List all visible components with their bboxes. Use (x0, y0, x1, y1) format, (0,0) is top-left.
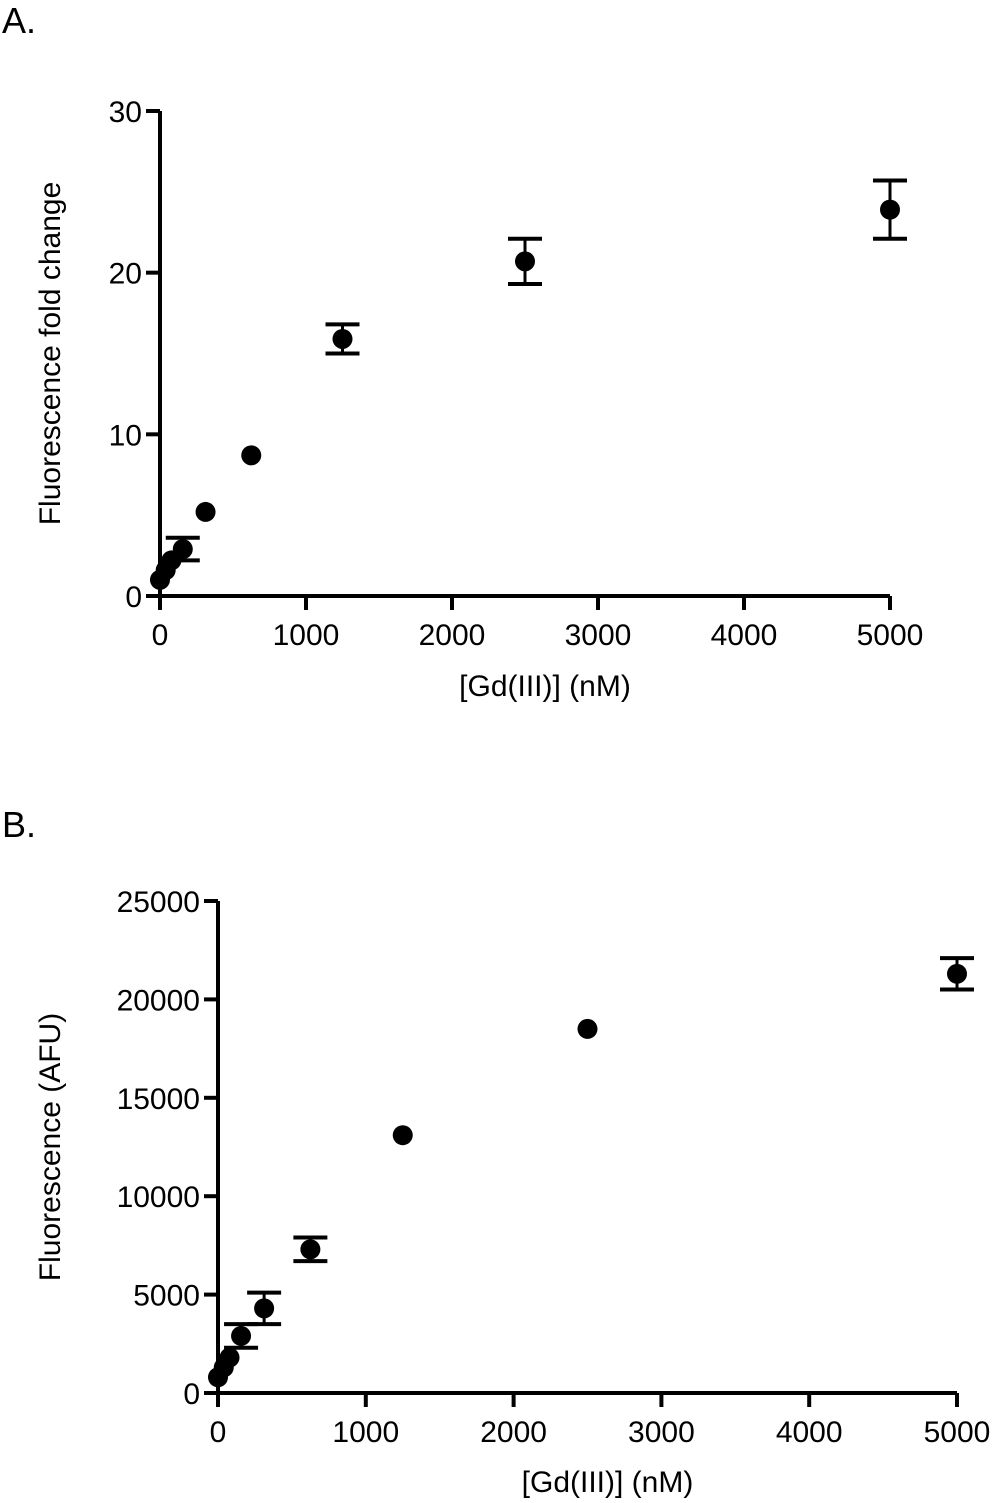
y-tick-label: 25000 (117, 886, 200, 919)
data-point (254, 1298, 275, 1319)
panel-a-label: A. (2, 0, 37, 41)
data-point (577, 1018, 598, 1039)
y-axis-title: Fluorescence (AFU) (34, 1013, 67, 1281)
y-tick-label: 15000 (117, 1083, 200, 1116)
data-point (392, 1125, 413, 1146)
y-tick-label: 30 (109, 96, 142, 129)
y-tick-label: 10000 (117, 1181, 200, 1214)
data-point (172, 539, 193, 560)
x-axis-title: [Gd(III)] (nM) (522, 1466, 694, 1499)
data-point (880, 199, 900, 220)
x-tick-label: 3000 (565, 619, 632, 652)
x-tick-label: 5000 (924, 1416, 991, 1449)
x-tick-label: 3000 (628, 1416, 695, 1449)
y-tick-label: 0 (183, 1378, 200, 1411)
data-point (515, 251, 535, 272)
y-tick-label: 5000 (133, 1280, 200, 1313)
x-tick-label: 2000 (480, 1416, 547, 1449)
x-tick-label: 0 (210, 1416, 227, 1449)
data-point (241, 445, 262, 466)
panel-b-label: B. (2, 804, 37, 845)
data-point (219, 1347, 240, 1368)
data-point (947, 963, 967, 984)
data-point (231, 1325, 252, 1346)
y-tick-label: 10 (109, 419, 142, 452)
x-axis-title: [Gd(III)] (nM) (459, 670, 631, 703)
data-point (195, 501, 216, 522)
x-tick-label: 5000 (857, 619, 924, 652)
data-point (332, 328, 353, 349)
y-tick-label: 20000 (117, 984, 200, 1017)
x-tick-label: 1000 (273, 619, 340, 652)
x-tick-label: 0 (152, 619, 169, 652)
x-tick-label: 2000 (419, 619, 486, 652)
x-tick-label: 1000 (332, 1416, 399, 1449)
y-tick-label: 20 (109, 258, 142, 291)
y-tick-label: 0 (125, 581, 142, 614)
chart-a: 0 10 20 30 0 1000 2000 3000 4000 5000 [Gd(III)] (n… (34, 96, 924, 703)
x-tick-label: 4000 (776, 1416, 843, 1449)
y-axis-title: Fluorescence fold change (34, 182, 67, 526)
x-tick-label: 4000 (711, 619, 778, 652)
data-point (300, 1239, 321, 1260)
